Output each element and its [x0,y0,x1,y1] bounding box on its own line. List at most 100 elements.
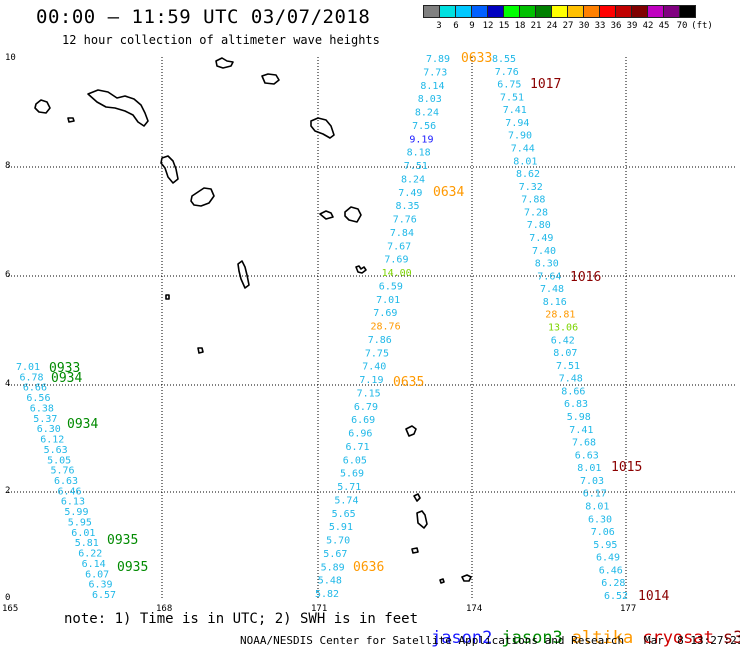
colorbar-swatch [583,5,600,18]
swh-value: 5.81 [75,538,99,549]
legend-s3a: s3a [722,628,740,648]
swh-value: 6.56 [26,393,50,404]
pass-time-label: 1016 [570,270,601,285]
swh-value: 8.01 [513,156,537,167]
longitude-labels: 165 168 171 174 177 [2,604,636,614]
pass-time-label: 0634 [433,185,464,200]
swh-value: 5.65 [332,509,356,520]
swh-value: 5.67 [323,549,347,560]
swh-value: 6.66 [23,383,47,394]
swh-value: 7.06 [591,527,615,538]
pass-time-label: 1017 [530,77,561,92]
latitude-label: 4 [5,379,10,389]
colorbar-label: 27 [562,21,574,31]
swh-value: 6.63 [54,476,78,487]
colorbar-label: 39 [626,21,638,31]
swh-value: 8.30 [535,259,559,270]
units-note: note: 1) Time is in UTC; 2) SWH is in fe… [64,611,419,627]
latitude-label: 2 [5,486,10,496]
pass-time-label: 0633 [461,51,492,66]
pass-time-label: 0933 [49,361,80,376]
altimeter-tracks: 7.016.786.666.566.385.376.306.125.635.05… [16,51,669,604]
swh-value: 7.88 [521,195,545,206]
swh-value: 7.51 [404,161,428,172]
swh-value: 8.18 [407,148,431,159]
swh-value: 6.30 [588,514,612,525]
swh-value: 5.82 [315,589,339,600]
swh-value: 6.22 [78,549,102,560]
swh-value: 6.46 [58,486,82,497]
colorbar-swatch [423,5,440,18]
colorbar-swatch [455,5,472,18]
credit-line: NOAA/NESDIS Center for Satellite Applica… [240,634,740,647]
swh-value: 6.30 [37,424,61,435]
swh-value: 7.41 [569,425,593,436]
island-outline [461,574,472,582]
colorbar-swatch [567,5,584,18]
longitude-label: 165 [2,604,18,614]
swh-value: 8.14 [420,81,444,92]
island-outline [439,578,445,584]
latitude-labels: 10 8 6 4 2 0 [5,53,16,603]
swh-value: 13.06 [548,323,578,334]
longitude-label: 174 [466,604,482,614]
swh-value: 7.51 [556,361,580,372]
legend-cryosat: cryosat [642,628,714,648]
swh-value: 7.49 [529,233,553,244]
colorbar-swatch [647,5,664,18]
colorbar-swatch [471,5,488,18]
swh-value: 7.75 [365,348,389,359]
swh-value: 6.49 [596,553,620,564]
swh-value: 7.67 [387,241,411,252]
swh-value: 5.74 [334,495,358,506]
swh-value: 8.01 [577,463,601,474]
swh-value: 8.24 [415,108,439,119]
swh-value: 7.41 [503,105,527,116]
swh-value: 6.79 [354,402,378,413]
pass-time-label: 0635 [393,375,424,390]
swh-value: 6.83 [564,399,588,410]
latitude-label: 0 [5,593,10,603]
graticule [8,57,735,600]
colorbar-label: 30 [578,21,590,31]
colorbar-label: 24 [546,21,558,31]
swh-value: 7.28 [524,207,548,218]
swh-value: 7.40 [362,362,386,373]
swh-value: 5.69 [340,469,364,480]
map-title: 00:00 – 11:59 UTC 03/07/2018 [36,6,371,28]
swh-value: 6.14 [82,559,106,570]
island-outline [215,57,234,69]
colorbar-label: (ft) [691,21,713,31]
swh-value: 7.48 [559,374,583,385]
swh-value: 6.52 [604,591,628,602]
swh-value: 8.55 [492,54,516,65]
island-outline [67,117,75,123]
island-outline [237,260,250,289]
swh-value: 8.62 [516,169,540,180]
swh-value: 5.48 [318,576,342,587]
latitude-label: 10 [5,53,16,63]
swh-value: 6.07 [85,569,109,580]
swh-value: 5.89 [321,562,345,573]
swh-value: 6.17 [583,489,607,500]
swh-value: 7.44 [511,144,535,155]
swh-value: 6.96 [348,429,372,440]
pass-time-label: 0934 [51,371,82,386]
swh-value: 5.95 [593,540,617,551]
island-outline [344,206,362,223]
colorbar-label: 42 [642,21,654,31]
swh-value: 7.86 [368,335,392,346]
swh-value: 8.24 [401,174,425,185]
island-outline [197,347,204,354]
colorbar-label: 9 [469,21,475,31]
colorbar-swatch [439,5,456,18]
island-outline [190,187,215,207]
swh-value: 9.19 [409,134,433,145]
pass-time-label: 1014 [638,589,669,604]
colorbar-label: 15 [498,21,510,31]
colorbar-label: 36 [610,21,622,31]
swh-value: 7.64 [537,271,561,282]
pass-time-label: 0935 [117,560,148,575]
colorbar-swatch [519,5,536,18]
